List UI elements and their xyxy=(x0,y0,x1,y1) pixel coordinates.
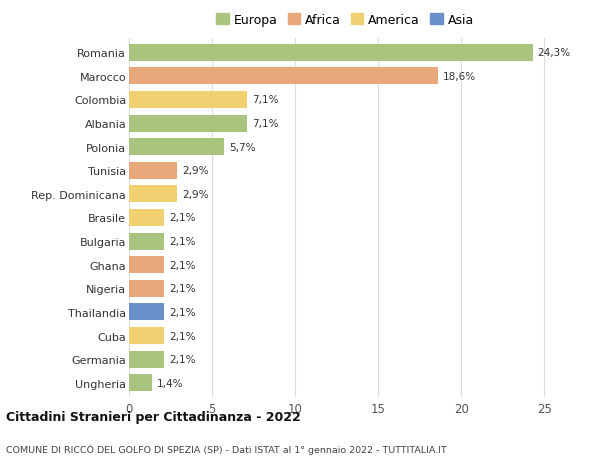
Bar xyxy=(129,210,164,226)
Bar xyxy=(129,115,247,132)
Text: 7,1%: 7,1% xyxy=(252,119,278,129)
Bar xyxy=(129,68,438,85)
Bar xyxy=(129,139,224,156)
Bar xyxy=(129,351,164,368)
Text: 5,7%: 5,7% xyxy=(229,142,255,152)
Bar xyxy=(129,92,247,109)
Bar xyxy=(129,233,164,250)
Text: 2,1%: 2,1% xyxy=(169,260,196,270)
Text: 2,9%: 2,9% xyxy=(182,190,209,200)
Bar xyxy=(129,327,164,344)
Text: 24,3%: 24,3% xyxy=(538,48,571,58)
Legend: Europa, Africa, America, Asia: Europa, Africa, America, Asia xyxy=(214,11,476,29)
Bar xyxy=(129,280,164,297)
Text: 7,1%: 7,1% xyxy=(252,95,278,105)
Text: 2,1%: 2,1% xyxy=(169,307,196,317)
Text: Cittadini Stranieri per Cittadinanza - 2022: Cittadini Stranieri per Cittadinanza - 2… xyxy=(6,410,301,423)
Text: 2,1%: 2,1% xyxy=(169,284,196,294)
Text: COMUNE DI RICCÒ DEL GOLFO DI SPEZIA (SP) - Dati ISTAT al 1° gennaio 2022 - TUTTI: COMUNE DI RICCÒ DEL GOLFO DI SPEZIA (SP)… xyxy=(6,444,447,454)
Text: 2,1%: 2,1% xyxy=(169,236,196,246)
Bar xyxy=(129,162,177,179)
Bar xyxy=(129,186,177,203)
Bar xyxy=(129,45,533,62)
Bar xyxy=(129,375,152,392)
Text: 2,1%: 2,1% xyxy=(169,213,196,223)
Bar xyxy=(129,304,164,321)
Text: 1,4%: 1,4% xyxy=(157,378,184,388)
Text: 2,1%: 2,1% xyxy=(169,331,196,341)
Text: 2,9%: 2,9% xyxy=(182,166,209,176)
Text: 2,1%: 2,1% xyxy=(169,354,196,364)
Bar xyxy=(129,257,164,274)
Text: 18,6%: 18,6% xyxy=(443,72,476,82)
